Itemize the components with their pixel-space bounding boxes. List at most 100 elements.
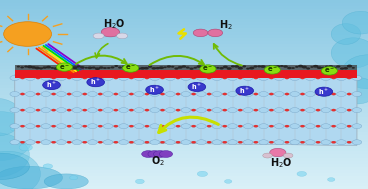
Bar [0, 145, 368, 148]
Circle shape [72, 140, 82, 145]
Bar [0, 161, 368, 164]
Bar [0, 151, 368, 154]
Circle shape [337, 124, 346, 129]
Circle shape [316, 77, 320, 79]
Circle shape [119, 76, 128, 81]
Circle shape [10, 76, 20, 81]
Circle shape [223, 141, 227, 143]
Text: e$^-$: e$^-$ [202, 64, 213, 74]
Circle shape [228, 108, 237, 112]
Circle shape [332, 93, 336, 95]
Circle shape [264, 66, 280, 74]
Circle shape [98, 125, 102, 127]
Bar [0, 32, 368, 35]
Circle shape [259, 92, 268, 97]
Circle shape [134, 140, 144, 145]
Circle shape [36, 109, 40, 111]
Circle shape [280, 65, 283, 67]
Circle shape [98, 93, 102, 95]
Circle shape [200, 65, 216, 73]
Text: O$_2$: O$_2$ [151, 154, 165, 168]
Circle shape [10, 124, 20, 129]
Circle shape [181, 108, 191, 112]
Circle shape [201, 66, 204, 68]
Circle shape [191, 141, 196, 143]
Circle shape [114, 93, 118, 95]
Bar [0, 101, 368, 104]
Circle shape [243, 140, 253, 145]
Circle shape [207, 125, 211, 127]
Circle shape [321, 92, 330, 97]
Circle shape [228, 76, 237, 81]
Bar [0, 85, 368, 88]
Circle shape [57, 92, 66, 97]
Ellipse shape [331, 24, 361, 44]
Ellipse shape [0, 151, 40, 189]
Circle shape [212, 67, 216, 68]
Circle shape [51, 67, 54, 69]
Circle shape [146, 85, 163, 94]
Circle shape [186, 67, 190, 68]
Bar [0, 47, 368, 50]
Circle shape [72, 108, 82, 112]
Circle shape [67, 93, 71, 95]
Circle shape [347, 109, 351, 111]
Circle shape [167, 65, 171, 68]
Circle shape [41, 140, 51, 145]
Circle shape [77, 66, 80, 67]
Circle shape [176, 77, 180, 79]
Circle shape [238, 67, 243, 69]
Circle shape [20, 125, 25, 127]
Bar [0, 117, 368, 120]
Circle shape [41, 124, 51, 129]
Circle shape [181, 92, 191, 97]
Circle shape [275, 92, 284, 97]
Circle shape [166, 76, 175, 81]
Circle shape [332, 109, 336, 111]
Bar [0, 41, 368, 44]
Circle shape [27, 66, 32, 68]
Circle shape [103, 92, 113, 97]
Circle shape [140, 67, 145, 70]
Circle shape [216, 67, 219, 69]
Circle shape [36, 141, 40, 143]
Bar [0, 167, 368, 170]
Circle shape [272, 66, 276, 67]
Circle shape [52, 109, 56, 111]
Circle shape [92, 67, 95, 69]
Circle shape [316, 125, 320, 127]
Circle shape [62, 65, 66, 67]
Circle shape [25, 92, 35, 97]
Circle shape [347, 141, 351, 143]
Circle shape [145, 77, 149, 79]
Circle shape [263, 153, 272, 158]
Circle shape [52, 77, 56, 79]
Circle shape [194, 67, 197, 69]
Bar [0, 38, 368, 41]
Circle shape [328, 178, 335, 181]
Ellipse shape [0, 153, 29, 180]
Circle shape [70, 176, 78, 180]
Circle shape [298, 65, 303, 67]
Circle shape [57, 76, 66, 81]
Circle shape [88, 76, 97, 81]
Circle shape [52, 125, 56, 127]
Circle shape [80, 66, 85, 68]
Text: H$_2$: H$_2$ [219, 18, 233, 32]
Circle shape [36, 93, 40, 95]
Bar [0, 91, 368, 94]
Circle shape [166, 108, 175, 112]
Circle shape [119, 108, 128, 112]
Circle shape [352, 92, 362, 97]
Circle shape [352, 76, 362, 81]
Circle shape [212, 140, 222, 145]
Circle shape [95, 67, 100, 70]
Circle shape [259, 140, 268, 145]
Circle shape [291, 67, 295, 69]
Circle shape [321, 76, 330, 81]
Circle shape [254, 93, 258, 95]
Bar [0, 186, 368, 189]
Circle shape [290, 108, 300, 112]
Circle shape [166, 92, 175, 97]
Text: h$^+$: h$^+$ [191, 82, 202, 92]
